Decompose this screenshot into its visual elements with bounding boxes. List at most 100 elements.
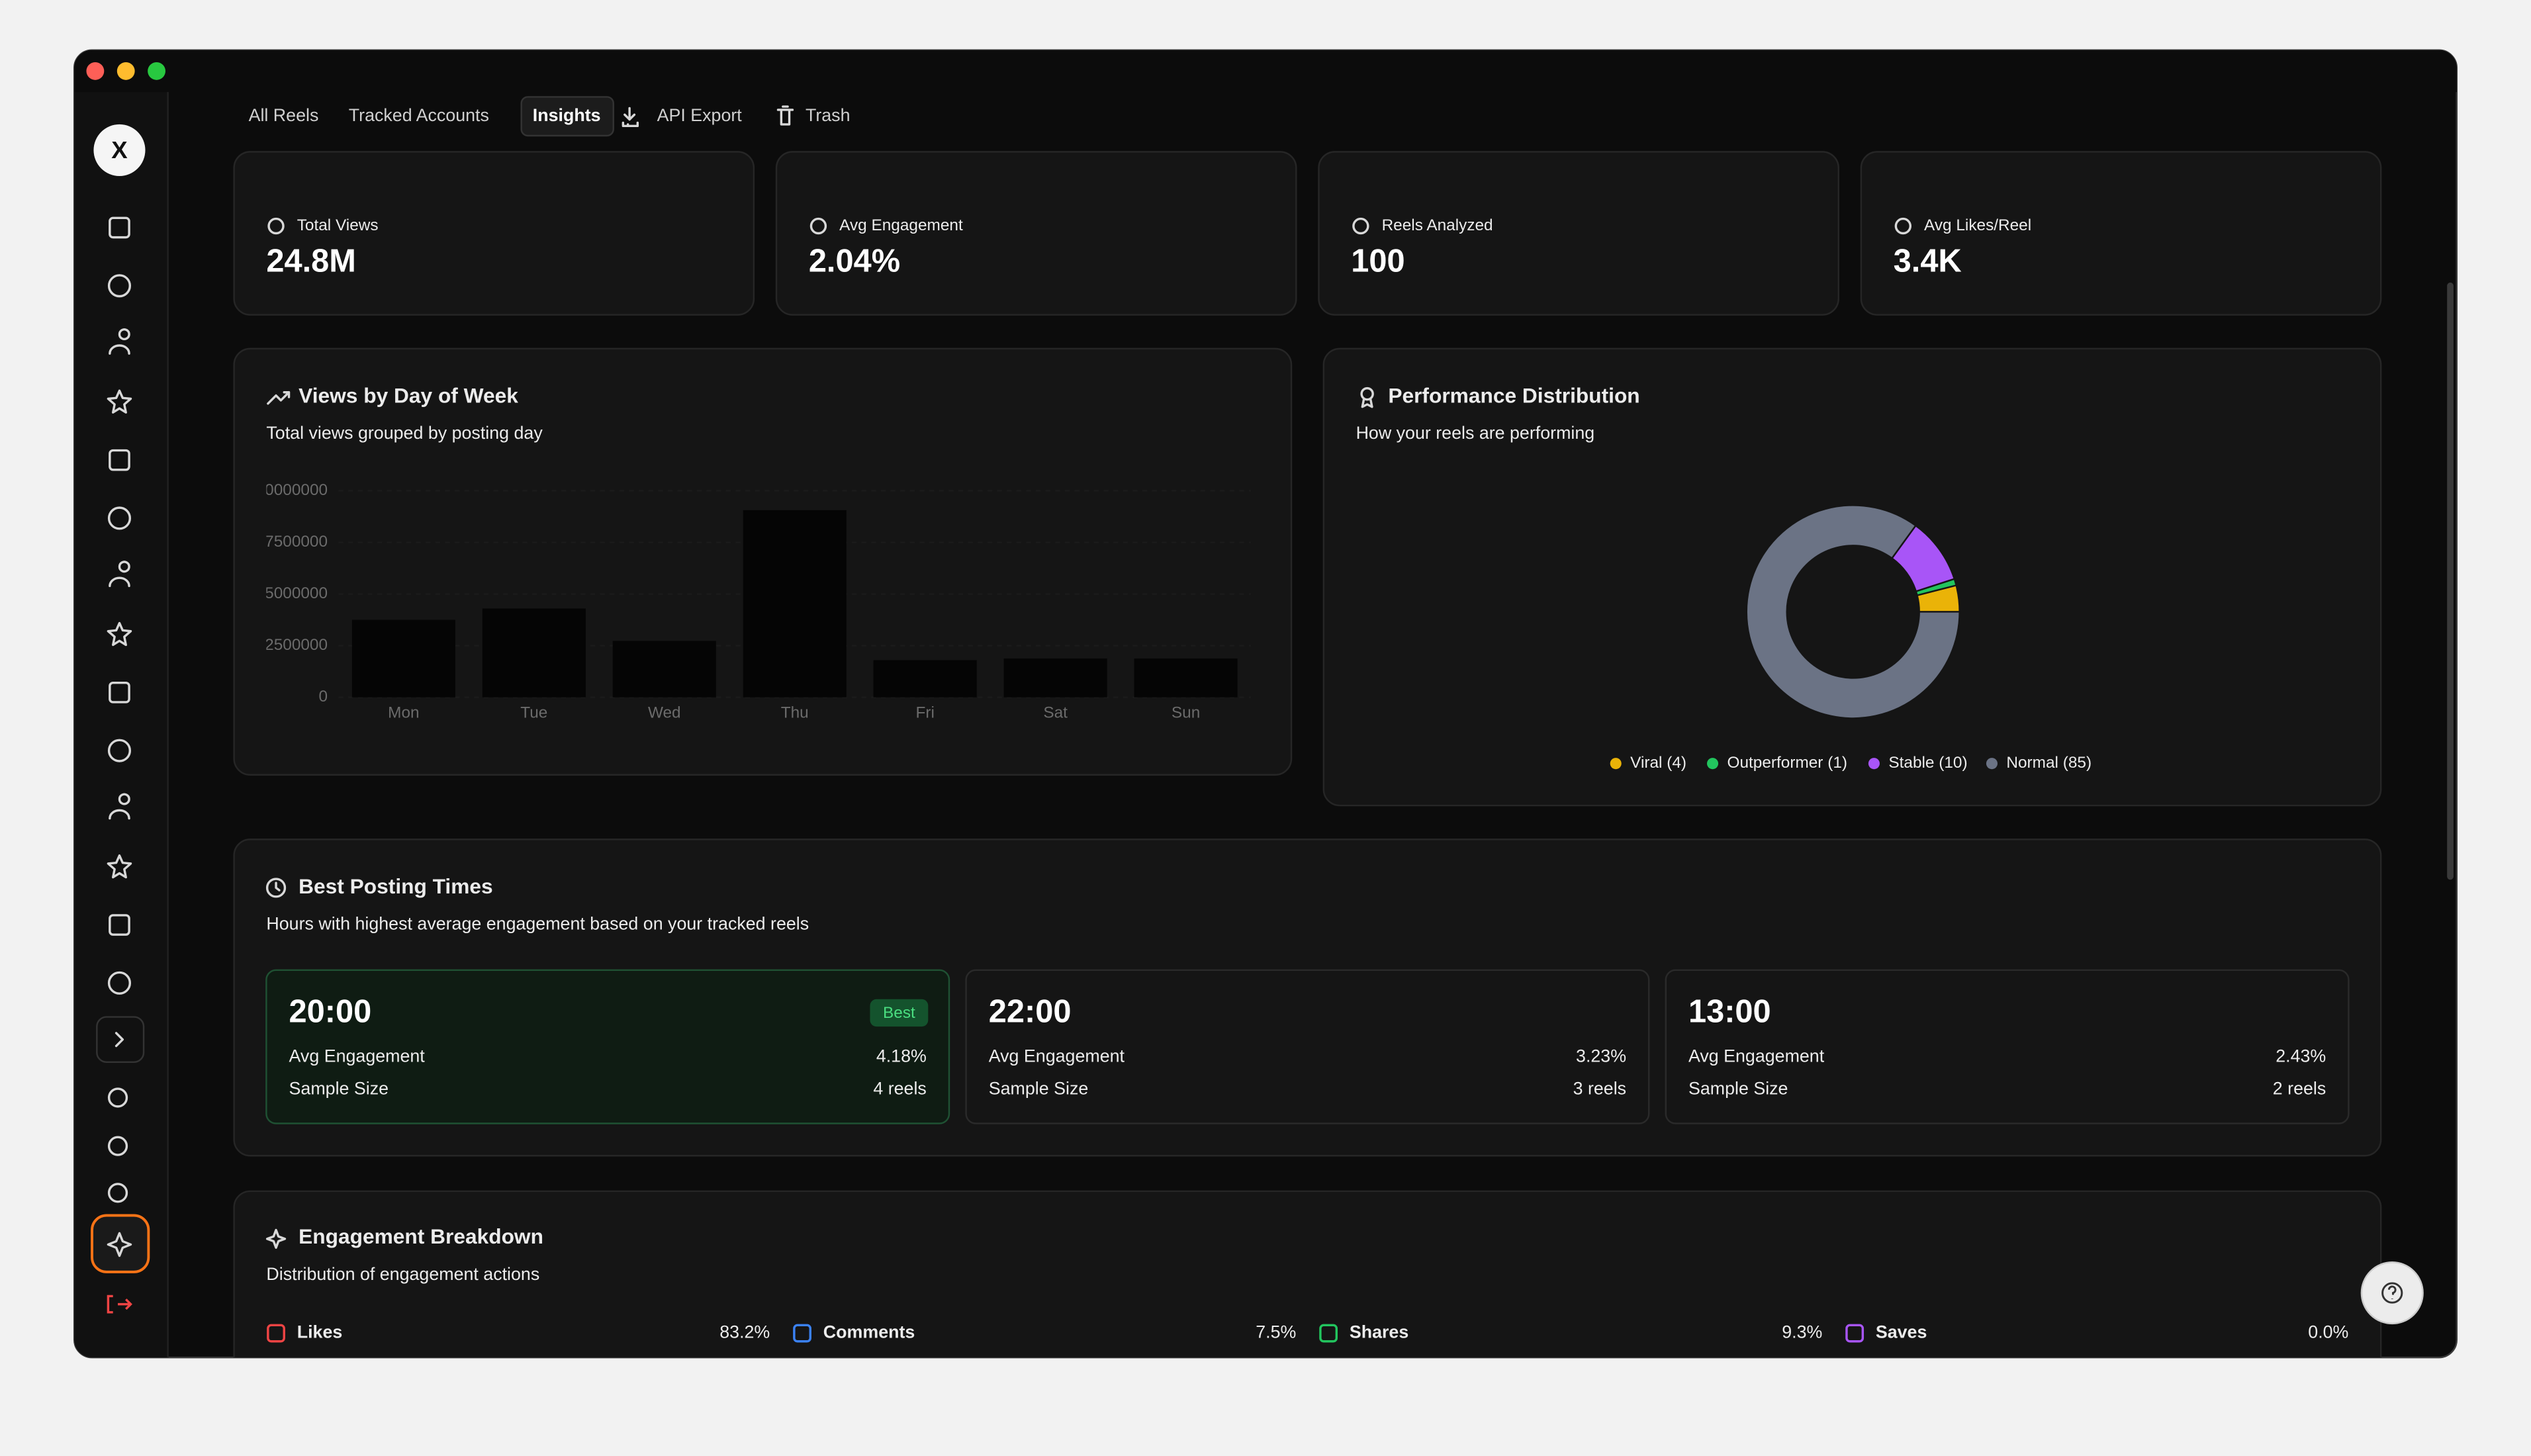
x-tick-label: Thu <box>781 704 809 721</box>
item-icon <box>793 1324 811 1343</box>
tab[interactable]: API Export <box>657 105 743 125</box>
sample-label: Sample Size <box>289 1078 389 1098</box>
stat-card <box>1860 151 2382 316</box>
expand-button[interactable] <box>96 1016 145 1064</box>
tab[interactable]: Insights <box>533 105 601 125</box>
stat-cards: Total Views 24.8M Avg Engagement 2.04% Reels… <box>233 151 2382 316</box>
bar-chart: 0 2500000 5000000 7500000 10000000 Mon Tue Wed T… <box>256 481 1252 721</box>
clock-icon <box>265 878 287 898</box>
stat-card <box>1318 151 1839 316</box>
nav-icon[interactable] <box>109 216 130 239</box>
nav-icon[interactable] <box>109 328 130 355</box>
nav-icon[interactable] <box>107 1087 128 1108</box>
title-bar <box>74 50 2457 93</box>
nav-icon[interactable] <box>107 389 132 414</box>
nav-icon[interactable] <box>107 854 132 879</box>
nav-icon[interactable] <box>107 621 132 647</box>
time-slot-card <box>265 969 950 1124</box>
x-tick-label: Wed <box>648 704 681 721</box>
active-tab[interactable] <box>520 96 614 137</box>
item-value: 0.0% <box>2308 1322 2348 1342</box>
y-tick-label: 0 <box>319 688 328 705</box>
item-icon <box>267 1324 285 1343</box>
best-badge-text: Best <box>883 1004 915 1022</box>
scrollbar <box>2447 282 2454 880</box>
stat-label: Reels Analyzed <box>1382 216 1493 234</box>
minimize-button[interactable] <box>116 62 135 80</box>
legend-label: Viral (4) <box>1630 754 1686 772</box>
tab[interactable]: Tracked Accounts <box>349 105 489 125</box>
item-value: 83.2% <box>719 1322 770 1342</box>
card-title: Best Posting Times <box>299 874 492 898</box>
nav-icon[interactable] <box>107 274 132 298</box>
nav-icon[interactable] <box>107 739 132 762</box>
sample-value: 4 reels <box>873 1078 926 1098</box>
bar <box>1134 658 1238 698</box>
item-label: Comments <box>823 1322 915 1342</box>
stat-icon <box>267 217 285 235</box>
bar <box>351 619 455 698</box>
x-tick-label: Sat <box>1043 704 1068 721</box>
tab[interactable]: Trash <box>805 105 851 125</box>
y-tick-label: 2500000 <box>265 636 328 654</box>
stat-card <box>775 151 1297 316</box>
engagement-value: 4.18% <box>876 1046 927 1066</box>
award-icon <box>1360 387 1374 401</box>
logo[interactable] <box>93 124 146 176</box>
sample-label: Sample Size <box>1688 1078 1788 1098</box>
card <box>233 1190 2382 1358</box>
card-subtitle: Hours with highest average engagement ba… <box>266 914 809 934</box>
zoom-button[interactable] <box>148 62 165 80</box>
nav-icon[interactable] <box>107 971 132 995</box>
item-icon <box>1845 1324 1864 1343</box>
stat-value: 2.04% <box>809 244 900 279</box>
x-tick-label: Mon <box>388 704 419 721</box>
trend-icon <box>267 391 291 405</box>
nav-icon[interactable] <box>109 449 130 471</box>
bar <box>1003 658 1107 698</box>
stat-card <box>233 151 755 316</box>
close-button[interactable] <box>86 62 105 80</box>
nav-icon[interactable] <box>107 1136 128 1156</box>
item-label: Shares <box>1350 1322 1408 1342</box>
nav-icon[interactable] <box>109 914 130 936</box>
item-label: Saves <box>1876 1322 1927 1342</box>
tab[interactable]: All Reels <box>249 105 319 125</box>
legend-swatch <box>1868 758 1880 770</box>
stat-value: 24.8M <box>266 244 356 279</box>
sparkle-icon <box>265 1228 287 1249</box>
nav-icon[interactable] <box>109 682 130 704</box>
stat-value: 3.4K <box>1894 244 1962 279</box>
nav-icon[interactable] <box>109 793 130 820</box>
y-tick-label: 10000000 <box>256 481 328 499</box>
sidebar <box>74 92 168 1358</box>
y-axis-labels: 0 2500000 5000000 7500000 10000000 <box>256 481 328 705</box>
nav-icon[interactable] <box>109 561 130 588</box>
time-slot-card <box>965 969 1650 1124</box>
sidebar-icons <box>107 216 132 1203</box>
item-icon <box>1319 1324 1338 1343</box>
engagement-label: Avg Engagement <box>1688 1046 1825 1066</box>
stat-icon <box>809 217 827 235</box>
card-subtitle: Distribution of engagement actions <box>266 1264 539 1284</box>
trash-icon <box>776 105 794 126</box>
legend-label: Normal (85) <box>2006 754 2092 772</box>
stat-label: Avg Engagement <box>839 216 963 234</box>
active-nav-item[interactable] <box>91 1214 150 1273</box>
logo-text: X <box>111 136 128 163</box>
time-slots: 20:00 Best Avg Engagement 4.18% Sample Size 4… <box>265 969 2350 1124</box>
stat-icon <box>1352 217 1369 235</box>
card-subtitle: Total views grouped by posting day <box>266 423 543 443</box>
nav-icon[interactable] <box>107 1183 128 1203</box>
engagement-items: Likes 83.2% Comments 7.5% Shares 9.3% Saves 0.0… <box>267 1322 2348 1343</box>
engagement-value: 2.43% <box>2276 1046 2326 1066</box>
nav-icon[interactable] <box>107 506 132 530</box>
stat-label: Total Views <box>297 216 379 234</box>
logout-icon[interactable] <box>107 1295 132 1314</box>
x-tick-label: Sun <box>1172 704 1200 721</box>
slot-time: 22:00 <box>989 994 1072 1030</box>
item-value: 7.5% <box>1256 1322 1296 1342</box>
legend-swatch <box>1707 758 1719 770</box>
donut-chart: Viral (4) Outperformer (1) Stable (10) Norm… <box>1610 504 2092 772</box>
